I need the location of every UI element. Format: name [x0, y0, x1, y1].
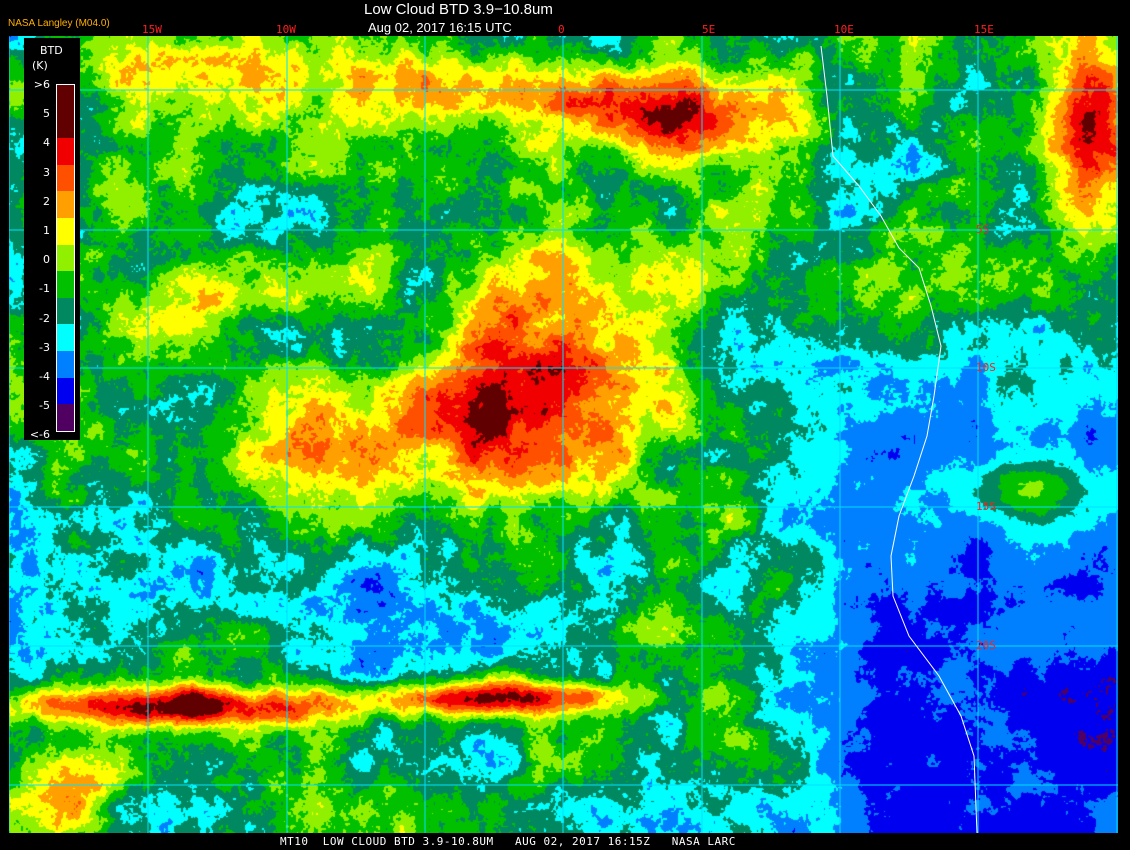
legend-tick-label: 4	[43, 136, 50, 150]
footer-bar: MT10 LOW CLOUD BTD 3.9-10.8UM AUG 02, 20…	[0, 834, 1130, 850]
longitude-label: 0	[558, 23, 565, 36]
longitude-label: 5E	[702, 23, 716, 36]
longitude-label: 15E	[974, 23, 994, 36]
legend-swatch	[57, 164, 74, 192]
legend-swatch	[57, 271, 74, 298]
legend-swatch	[57, 351, 74, 378]
legend-swatch	[57, 85, 74, 112]
legend-tick-label: 3	[43, 165, 50, 179]
map-overlay	[9, 36, 1118, 833]
legend-tick-label: 0	[43, 253, 50, 267]
legend-tick-label: -5	[39, 399, 50, 413]
legend-swatch	[57, 218, 74, 245]
latitude-label: 10S	[976, 361, 996, 374]
legend-title: BTD	[40, 44, 63, 57]
satellite-image	[9, 36, 1118, 833]
longitude-label: 15W	[142, 23, 162, 36]
legend-swatch	[57, 244, 74, 272]
image-datetime: Aug 02, 2017 16:15 UTC	[368, 20, 512, 35]
legend-swatch	[57, 404, 74, 431]
legend-swatch	[57, 324, 74, 352]
legend-tick-label: <-6	[29, 428, 50, 442]
footer-caption: MT10 LOW CLOUD BTD 3.9-10.8UM AUG 02, 20…	[280, 835, 736, 848]
color-legend: BTD (K) >6 5 4 3 2 1 0 -1 -2 -3 -4 -5 <-6	[24, 38, 80, 442]
legend-tick-label: 2	[43, 194, 50, 208]
legend-tick-label: -2	[39, 311, 50, 325]
legend-swatch	[57, 111, 74, 139]
latitude-label: 20S	[976, 639, 996, 652]
longitude-label: 10E	[834, 23, 854, 36]
legend-swatch	[57, 377, 74, 405]
legend-tick-label: >6	[33, 78, 50, 91]
legend-tick-label: -3	[39, 340, 50, 354]
latitude-label: 5S	[976, 223, 990, 236]
legend-swatch	[57, 138, 74, 165]
legend-swatch	[57, 191, 74, 219]
provider-label: NASA Langley (M04.0)	[8, 18, 110, 29]
legend-tick-label: 5	[43, 107, 50, 121]
legend-tick-label: -4	[39, 370, 50, 383]
coastline	[820, 45, 978, 833]
legend-tick-label: 1	[43, 224, 50, 237]
legend-tick-label: -1	[39, 282, 50, 296]
longitude-label: 10W	[276, 23, 296, 36]
legend-unit: (K)	[32, 59, 48, 72]
latitude-label: 15S	[976, 500, 996, 513]
legend-swatch	[57, 297, 74, 325]
image-title: Low Cloud BTD 3.9−10.8um	[364, 1, 553, 18]
legend-colorbar	[56, 84, 75, 432]
